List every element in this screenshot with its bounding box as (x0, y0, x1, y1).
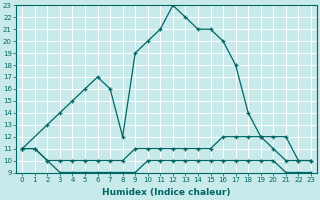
X-axis label: Humidex (Indice chaleur): Humidex (Indice chaleur) (102, 188, 231, 197)
